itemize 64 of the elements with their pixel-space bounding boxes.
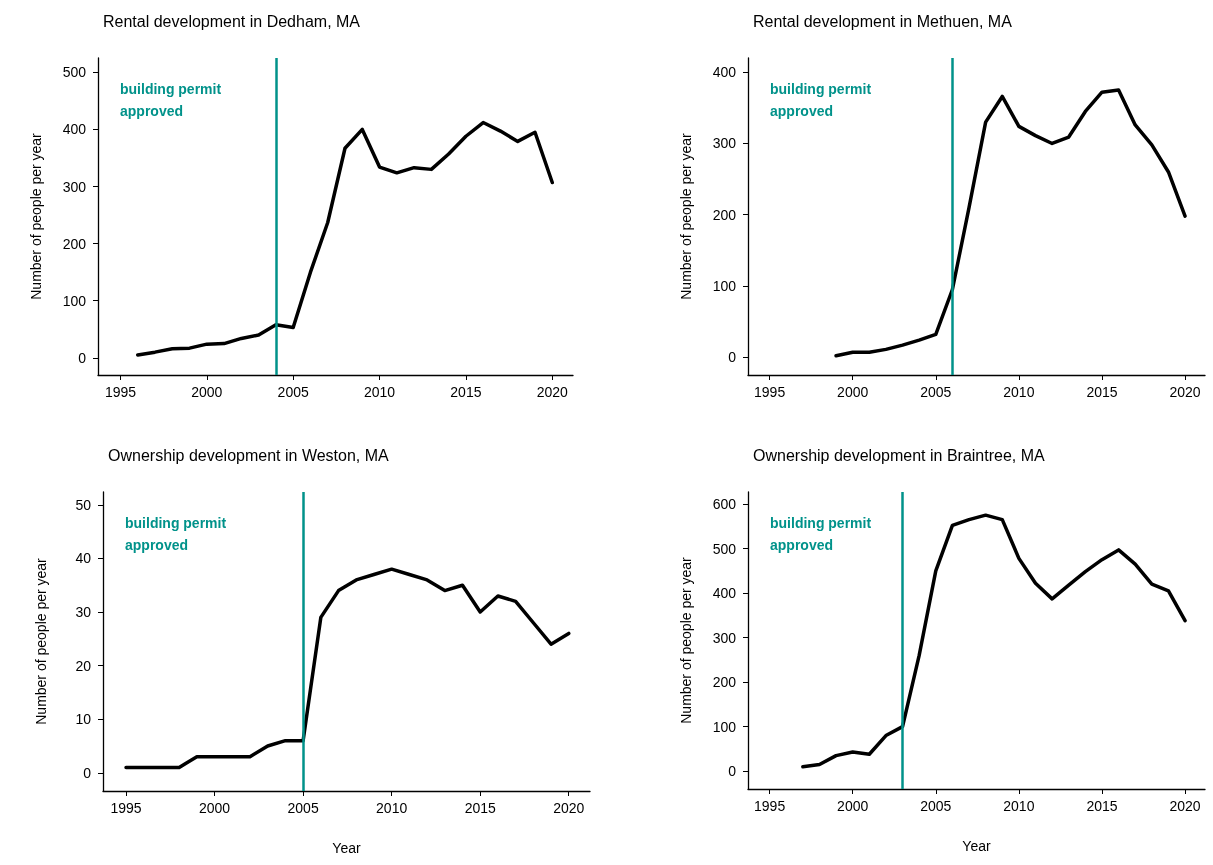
y-axis-title: Number of people per year xyxy=(28,132,44,300)
y-tick-label: 40 xyxy=(75,550,92,567)
y-tick-label: 300 xyxy=(712,135,737,152)
chart-title: Ownership development in Weston, MA xyxy=(108,446,390,464)
y-tick-label: 20 xyxy=(75,657,92,674)
x-tick-label: 1995 xyxy=(110,800,142,816)
y-tick-label: 400 xyxy=(712,64,737,81)
y-tick-label: 100 xyxy=(62,292,87,309)
x-tick-label: 2010 xyxy=(1003,384,1035,400)
x-tick-label: 2020 xyxy=(553,800,585,816)
x-tick-label: 2005 xyxy=(920,384,952,400)
y-tick-label: 0 xyxy=(728,349,737,366)
y-tick-label: 50 xyxy=(75,496,92,513)
x-tick-label: 2010 xyxy=(1003,798,1035,814)
x-tick-label: 2005 xyxy=(920,798,952,814)
chart-title: Rental development in Dedham, MA xyxy=(103,12,361,30)
y-tick-label: 400 xyxy=(712,585,737,602)
x-tick-label: 2005 xyxy=(287,800,319,816)
ref-line-label: building permit approved xyxy=(120,81,225,119)
line-series xyxy=(135,120,555,357)
y-tick-label: 0 xyxy=(78,349,87,366)
y-tick-label: 200 xyxy=(712,674,737,691)
x-tick-label: 2010 xyxy=(376,800,408,816)
x-tick-label: 2015 xyxy=(1086,798,1118,814)
x-tick-label: 1995 xyxy=(104,384,137,400)
ref-line-label: building permit approved xyxy=(125,515,230,553)
chart-title: Ownership development in Braintree, MA xyxy=(753,446,1046,464)
y-tick-label: 300 xyxy=(62,178,87,195)
x-tick-label: 2020 xyxy=(536,384,569,400)
y-tick-label: 100 xyxy=(712,277,737,294)
y-axis-title: Number of people per year xyxy=(678,132,694,300)
x-tick-label: 2000 xyxy=(837,384,869,400)
x-tick-label: 2000 xyxy=(837,798,869,814)
x-tick-label: 2015 xyxy=(1086,384,1118,400)
x-tick-label: 1995 xyxy=(754,798,786,814)
x-tick-label: 2000 xyxy=(191,384,223,400)
x-axis-title: Year xyxy=(962,838,991,854)
line-series xyxy=(124,567,571,770)
y-tick-label: 10 xyxy=(75,711,92,728)
y-tick-label: 500 xyxy=(62,64,87,81)
y-tick-label: 200 xyxy=(712,206,737,223)
x-tick-label: 2020 xyxy=(1169,798,1201,814)
x-tick-label: 2010 xyxy=(363,384,396,400)
y-tick-label: 200 xyxy=(62,235,87,252)
x-tick-label: 2015 xyxy=(464,800,496,816)
y-tick-label: 600 xyxy=(712,496,737,513)
ref-line-label: building permit approved xyxy=(770,515,875,553)
y-tick-label: 0 xyxy=(83,764,92,781)
y-tick-label: 500 xyxy=(712,540,737,557)
y-tick-label: 30 xyxy=(75,604,92,621)
y-tick-label: 0 xyxy=(728,763,737,780)
y-axis-title: Number of people per year xyxy=(678,556,694,724)
y-tick-label: 300 xyxy=(712,629,737,646)
x-axis-title: Year xyxy=(332,840,361,856)
chart-title: Rental development in Methuen, MA xyxy=(753,12,1013,30)
x-tick-label: 1995 xyxy=(754,384,786,400)
ref-line-label: building permit approved xyxy=(770,81,875,119)
y-tick-label: 100 xyxy=(712,718,737,735)
x-tick-label: 2020 xyxy=(1169,384,1201,400)
y-tick-label: 400 xyxy=(62,121,87,138)
y-axis-title: Number of people per year xyxy=(33,557,49,725)
x-tick-label: 2005 xyxy=(277,384,309,400)
x-tick-label: 2015 xyxy=(450,384,482,400)
x-tick-label: 2000 xyxy=(198,800,231,816)
